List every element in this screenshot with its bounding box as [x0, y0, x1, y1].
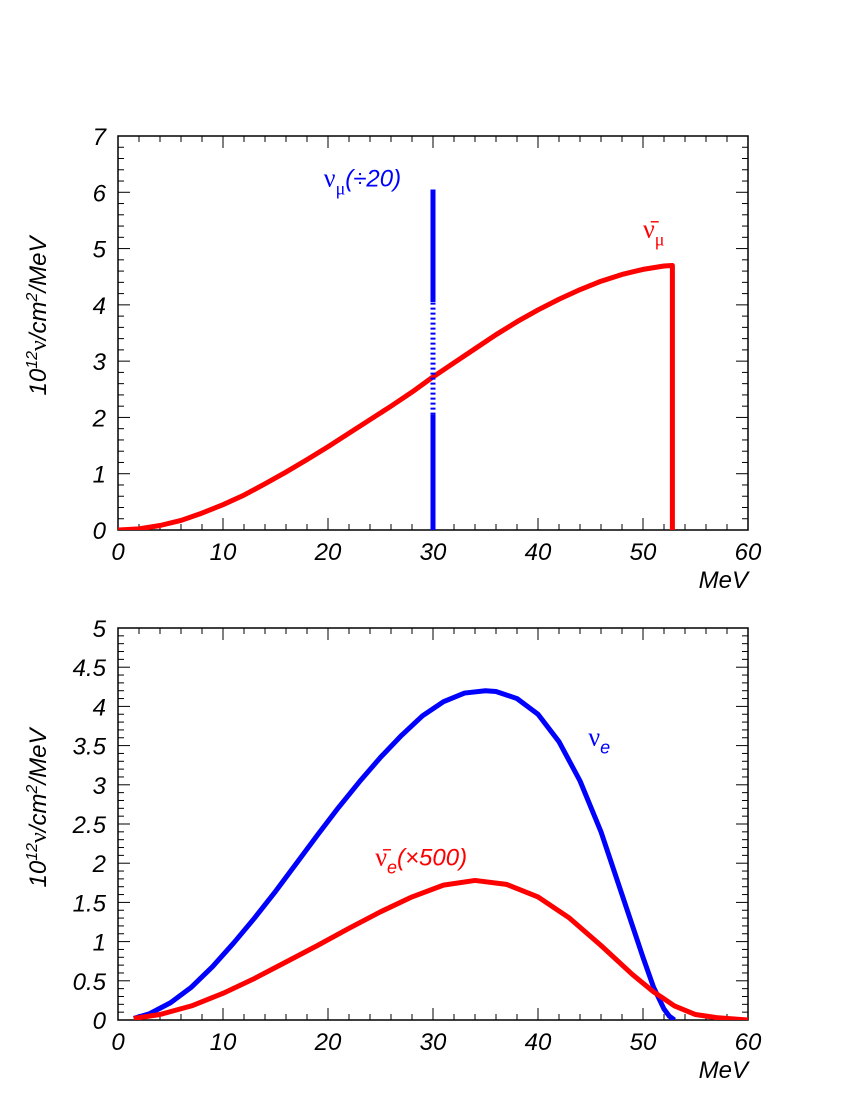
y-tick-label: 1: [93, 930, 106, 957]
y-tick-label: 4: [93, 293, 106, 320]
x-tick-label: 30: [420, 539, 447, 566]
y-tick-label: 3: [93, 349, 107, 376]
x-tick-label: 20: [314, 1029, 342, 1056]
y-tick-label: 2: [92, 851, 106, 878]
y-axis-title: 1012ν/cm2/MeV: [24, 235, 52, 396]
x-tick-label: 50: [630, 539, 657, 566]
annotation-numu: νμ(÷20): [324, 164, 401, 199]
y-tick-label: 7: [93, 124, 108, 151]
annotation-nuebar: ν̄e(×500): [375, 843, 467, 878]
chart-panel-2: 0 10 20 30 40 50 60 0 0.5 1 1.5 2 2.5 3 3.5 4 4.5 5 MeV 101…: [24, 616, 762, 1084]
y-tick-label: 4.5: [73, 655, 107, 682]
series-line-1: [133, 688, 676, 1020]
x-tick-label: 50: [630, 1029, 657, 1056]
chart-panel-1: 0 10 20 30 40 50 60 0 1 2 3 4 5 6 7 MeV 1012ν/cm2/MeV νμ(…: [24, 124, 762, 594]
y-tick-label: 5: [93, 616, 107, 643]
x-axis-title: MeV: [699, 567, 750, 594]
series-line-2: [133, 877, 748, 1020]
y-tick-label: 5: [93, 237, 107, 264]
y-tick-label: 6: [93, 180, 107, 207]
series-line-1: [118, 262, 675, 530]
x-tick-label: 60: [735, 1029, 762, 1056]
x-tick-label: 20: [314, 539, 342, 566]
y-tick-label: 0: [93, 1008, 107, 1035]
y-tick-label: 2: [92, 405, 106, 432]
y-tick-label: 3.5: [73, 734, 107, 761]
x-tick-label: 0: [111, 539, 125, 566]
y-axis-title: 1012ν/cm2/MeV: [24, 727, 52, 888]
y-tick-label: 1.5: [73, 890, 107, 917]
y-tick-label: 0: [93, 518, 107, 545]
annotation-numubar: ν̄μ: [643, 214, 664, 249]
y-tick-label: 1: [93, 462, 106, 489]
y-tick-label: 4: [93, 694, 106, 721]
x-tick-label: 10: [210, 539, 237, 566]
y-tick-label: 0.5: [73, 969, 107, 996]
x-tick-label: 60: [735, 539, 762, 566]
plot-frame: [117, 627, 749, 1021]
annotation-nue: νe: [588, 723, 610, 758]
x-tick-label: 40: [525, 539, 552, 566]
x-tick-label: 40: [525, 1029, 552, 1056]
x-tick-label: 10: [210, 1029, 237, 1056]
x-tick-label: 0: [111, 1029, 125, 1056]
y-tick-label: 3: [93, 773, 107, 800]
x-axis-title: MeV: [699, 1057, 750, 1084]
y-tick-label: 2.5: [72, 812, 107, 839]
x-tick-label: 30: [420, 1029, 447, 1056]
